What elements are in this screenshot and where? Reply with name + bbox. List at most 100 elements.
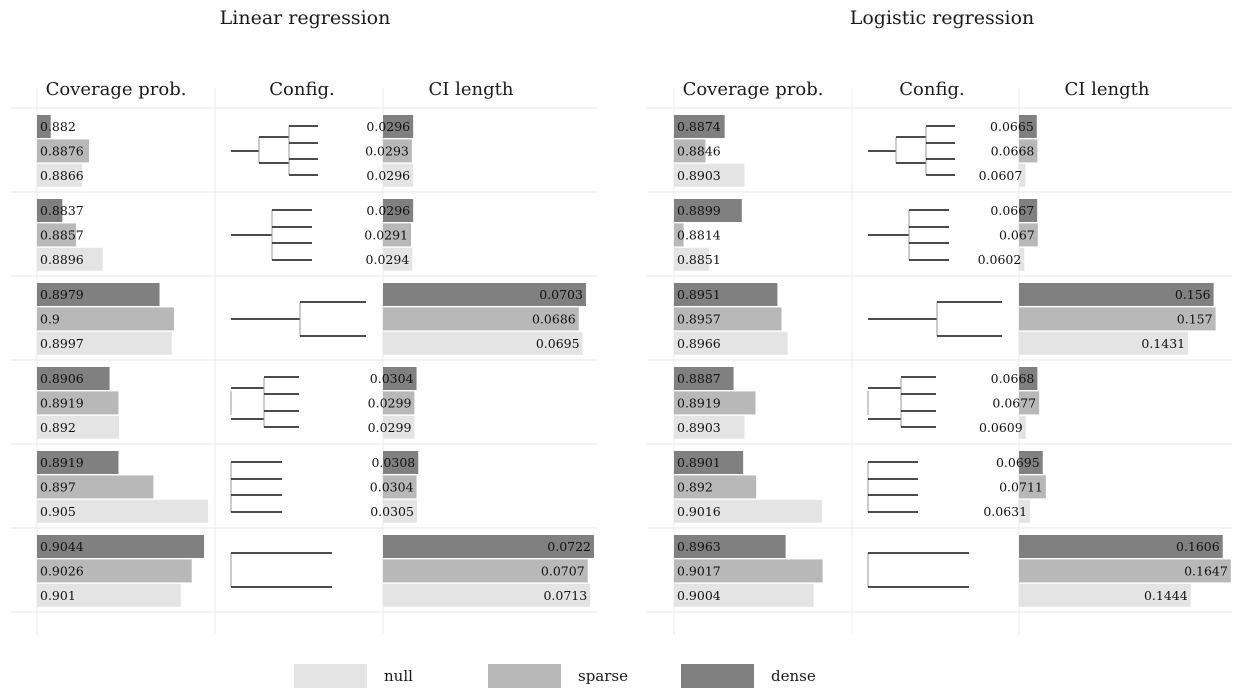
- config-diagram-nested-4: [868, 125, 955, 176]
- coverage-bar-dense: [37, 451, 119, 474]
- group-5: 0.8901 0.0695 0.892 0.0711 0.9016 0.0631: [674, 451, 1046, 523]
- ci-length-value-label: 0.1444: [1144, 588, 1188, 603]
- coverage-bar-dense: [674, 283, 778, 306]
- ci-length-bar-sparse: [383, 391, 415, 415]
- ci-length-value-label: 0.157: [1177, 311, 1213, 326]
- legend-swatch-null: [294, 664, 367, 688]
- coverage-value-label: 0.8866: [40, 168, 84, 183]
- coverage-bar-null: [37, 415, 120, 439]
- coverage-bar-dense: [674, 367, 734, 390]
- ci-length-bar-dense: [1019, 283, 1214, 306]
- ci-length-bar-null: [1019, 499, 1031, 523]
- ci-length-bar-dense: [383, 115, 414, 138]
- ci-length-value-label: 0.0294: [366, 252, 410, 267]
- coverage-bar-dense: [37, 367, 110, 390]
- ci-length-bar-sparse: [1019, 475, 1046, 499]
- ci-length-value-label: 0.1431: [1141, 336, 1185, 351]
- coverage-bar-null: [37, 163, 83, 187]
- coverage-value-label: 0.9: [40, 311, 60, 326]
- ci-length-value-label: 0.0308: [371, 455, 415, 470]
- ci-length-value-label: 0.0296: [366, 119, 410, 134]
- coverage-value-label: 0.9026: [40, 563, 84, 578]
- ci-length-value-label: 0.0707: [541, 563, 585, 578]
- coverage-bar-sparse: [674, 391, 756, 415]
- coverage-value-label: 0.9044: [40, 539, 84, 554]
- coverage-value-label: 0.897: [40, 479, 76, 494]
- coverage-value-label: 0.8979: [40, 287, 84, 302]
- ci-length-bar-sparse: [383, 307, 579, 331]
- coverage-value-label: 0.8857: [40, 227, 84, 242]
- coverage-value-label: 0.9017: [677, 563, 721, 578]
- coverage-bar-null: [37, 247, 103, 271]
- ci-length-bar-null: [383, 331, 583, 355]
- coverage-bar-dense: [37, 115, 51, 138]
- coverage-value-label: 0.8876: [40, 143, 84, 158]
- coverage-value-label: 0.8851: [677, 252, 721, 267]
- coverage-bar-dense: [37, 199, 63, 222]
- group-2: 0.8899 0.0667 0.8814 0.067 0.8851 0.0602: [674, 199, 1038, 271]
- coverage-bar-null: [674, 331, 788, 355]
- group-3: 0.8951 0.156 0.8957 0.157 0.8966 0.1431: [674, 283, 1216, 355]
- coverage-value-label: 0.8903: [677, 420, 721, 435]
- ci-length-bar-sparse: [1019, 307, 1216, 331]
- ci-length-value-label: 0.0602: [978, 252, 1022, 267]
- ci-length-bar-sparse: [1019, 223, 1038, 247]
- coverage-bar-null: [37, 331, 172, 355]
- coverage-value-label: 0.8919: [677, 395, 721, 410]
- coverage-bar-sparse: [37, 223, 77, 247]
- ci-length-bar-sparse: [1019, 139, 1038, 163]
- coverage-value-label: 0.892: [677, 479, 713, 494]
- coverage-header: Coverage prob.: [46, 79, 187, 100]
- coverage-bar-null: [37, 583, 181, 607]
- ci-length-value-label: 0.0296: [366, 203, 410, 218]
- ci-length-bar-sparse: [383, 475, 417, 499]
- coverage-bar-sparse: [37, 475, 154, 499]
- config-header: Config.: [899, 79, 964, 100]
- coverage-bar-dense: [674, 535, 786, 558]
- legend-item-sparse: sparse: [488, 664, 628, 688]
- ci-length-value-label: 0.0607: [979, 168, 1023, 183]
- config-diagram-bracket-4: [867, 461, 918, 513]
- config-diagram-split-2: [231, 301, 366, 337]
- coverage-bar-sparse: [674, 139, 706, 163]
- legend-label-sparse: sparse: [578, 667, 628, 685]
- ci-length-value-label: 0.0609: [979, 420, 1023, 435]
- ci-length-value-label: 0.0677: [992, 395, 1036, 410]
- ci-length-value-label: 0.0722: [547, 539, 591, 554]
- coverage-value-label: 0.905: [40, 504, 76, 519]
- group-5: 0.8919 0.0308 0.897 0.0304 0.905 0.0305: [37, 451, 419, 523]
- ci-length-bar-dense: [383, 283, 586, 306]
- coverage-bar-sparse: [37, 391, 119, 415]
- ci-length-value-label: 0.0299: [368, 395, 412, 410]
- coverage-bar-null: [674, 583, 814, 607]
- config-diagram-nested-4-short: [867, 376, 936, 428]
- ci-length-bar-sparse: [383, 139, 412, 163]
- ci-length-value-label: 0.0668: [991, 371, 1035, 386]
- legend-label-null: null: [384, 667, 413, 685]
- ci-length-value-label: 0.0713: [543, 588, 587, 603]
- ci-length-value-label: 0.0304: [370, 371, 414, 386]
- coverage-value-label: 0.8837: [40, 203, 84, 218]
- coverage-value-label: 0.8966: [677, 336, 721, 351]
- coverage-value-label: 0.882: [40, 119, 76, 134]
- ci-length-value-label: 0.0695: [536, 336, 580, 351]
- coverage-bar-dense: [37, 535, 205, 558]
- coverage-bar-dense: [674, 115, 725, 138]
- ci-length-value-label: 0.0667: [990, 203, 1034, 218]
- coverage-header: Coverage prob.: [683, 79, 824, 100]
- ci-length-bar-dense: [383, 199, 414, 222]
- ci-length-bar-dense: [383, 451, 419, 474]
- config-diagram-nested-4-short: [230, 376, 299, 428]
- legend-item-null: null: [294, 664, 413, 688]
- coverage-bar-sparse: [674, 223, 684, 247]
- ci-length-bar-null: [1019, 247, 1025, 271]
- coverage-value-label: 0.8919: [40, 455, 84, 470]
- ci-length-value-label: 0.0711: [999, 479, 1043, 494]
- coverage-value-label: 0.9016: [677, 504, 721, 519]
- coverage-value-label: 0.8896: [40, 252, 84, 267]
- coverage-bar-sparse: [37, 139, 90, 163]
- group-3: 0.8979 0.0703 0.9 0.0686 0.8997 0.0695: [37, 283, 586, 355]
- coverage-bar-null: [674, 499, 822, 523]
- config-diagram-bracket-2: [867, 552, 969, 588]
- ci-length-value-label: 0.0291: [364, 227, 408, 242]
